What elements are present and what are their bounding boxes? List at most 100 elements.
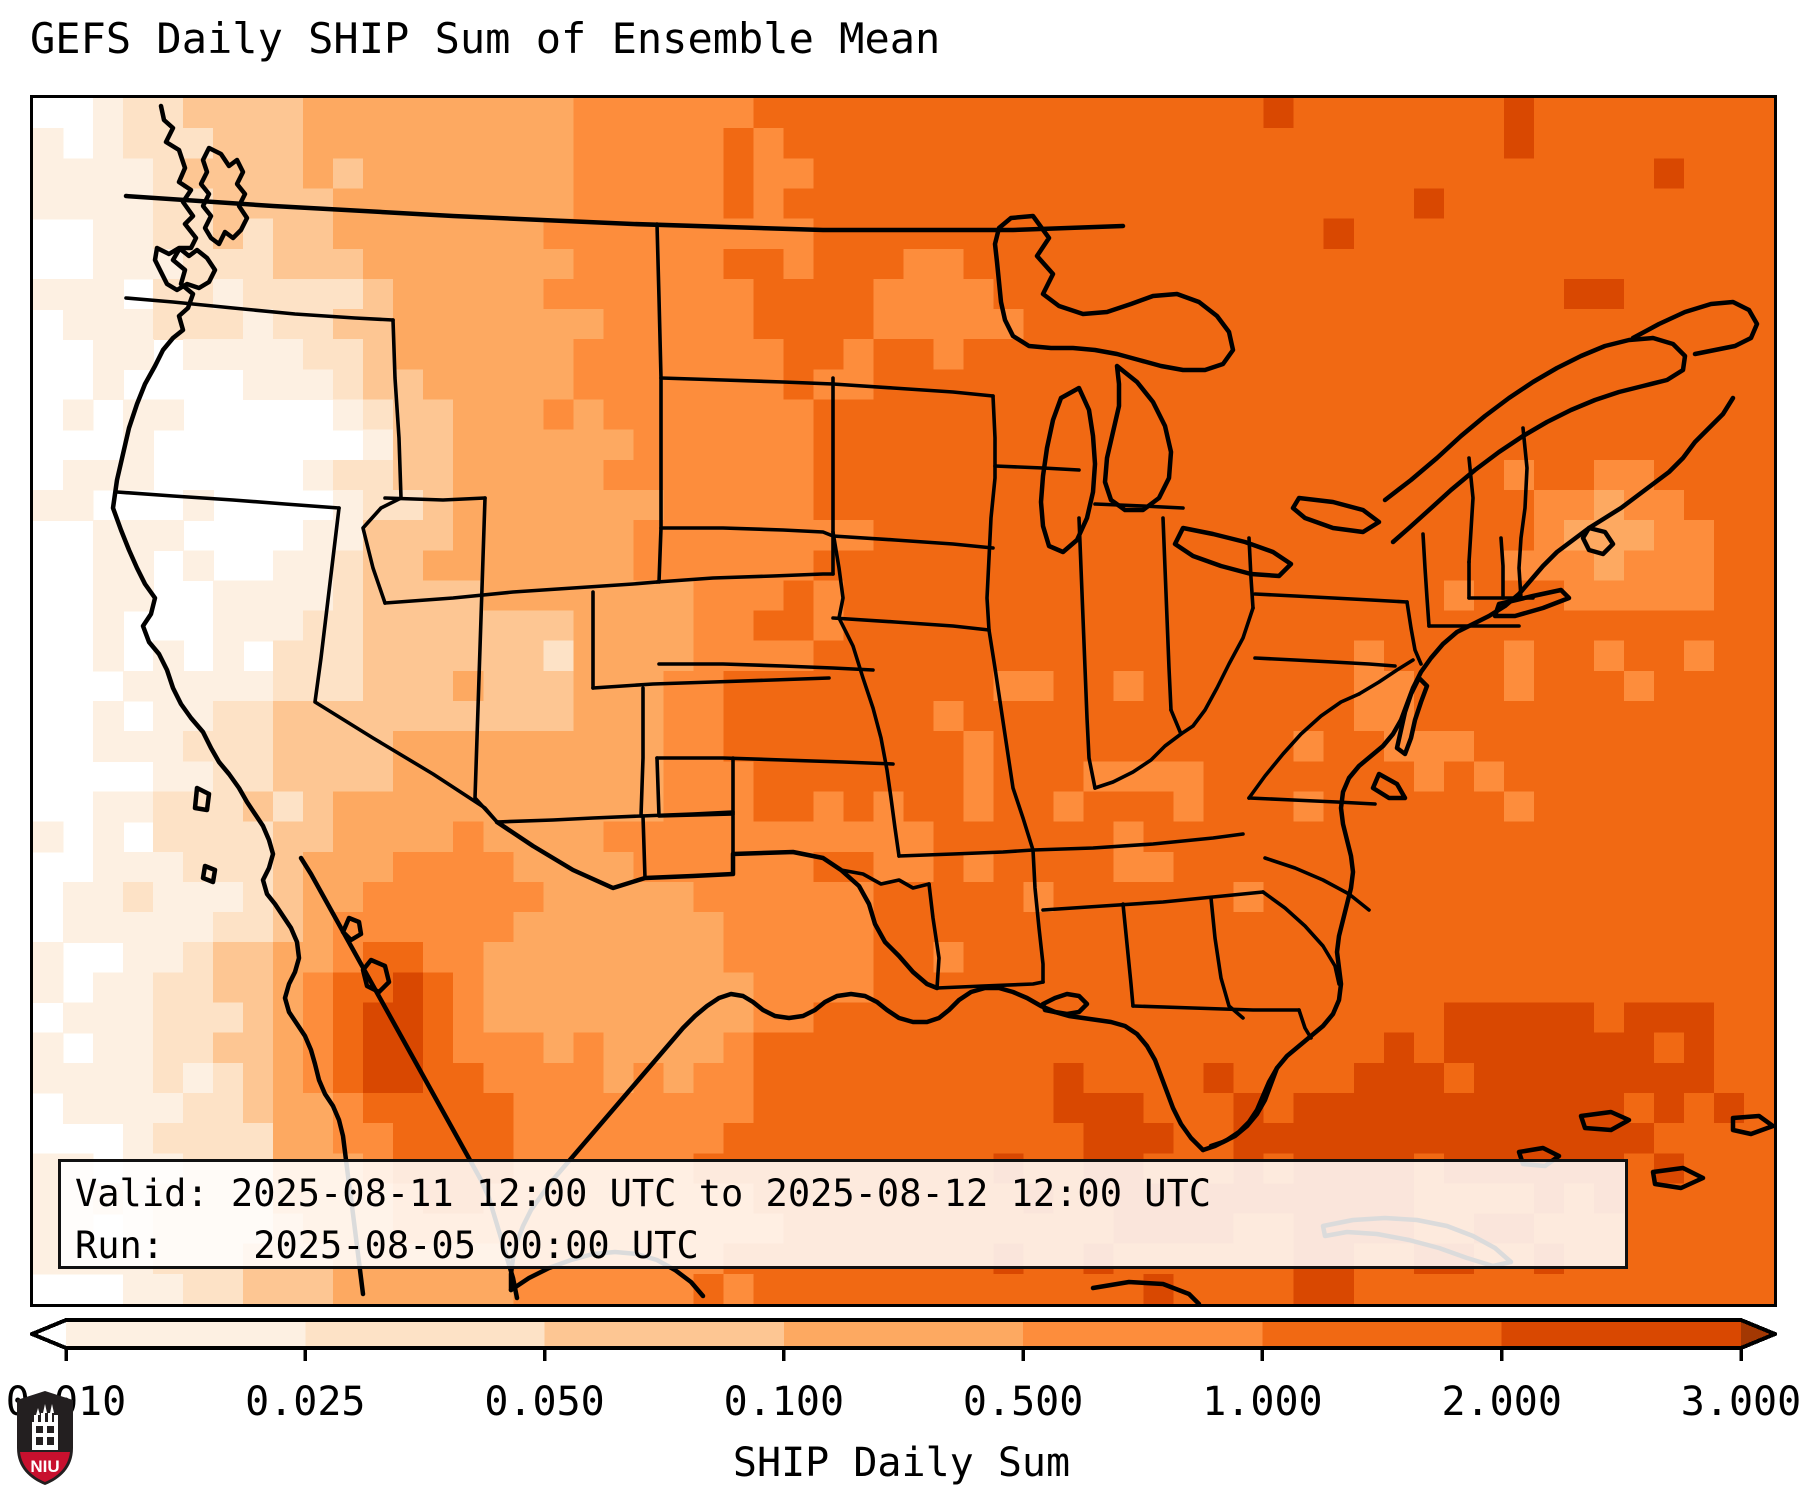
ship-grid-cell	[963, 399, 995, 431]
ship-grid-cell	[753, 98, 785, 129]
ship-grid-cell	[243, 98, 274, 129]
ship-grid-cell	[333, 369, 364, 401]
ship-grid-cell	[1713, 580, 1745, 612]
ship-grid-cell	[1083, 1092, 1115, 1124]
ship-grid-cell	[1623, 912, 1655, 943]
ship-grid-cell	[1173, 248, 1205, 280]
ship-grid-cell	[1683, 1032, 1715, 1064]
ship-grid-cell	[93, 369, 124, 401]
ship-grid-cell	[993, 1032, 1025, 1064]
ship-grid-cell	[483, 972, 514, 1004]
coastline-olympic	[152, 245, 218, 293]
ship-grid-cell	[1023, 128, 1055, 159]
ship-grid-cell	[693, 1092, 725, 1124]
ship-grid-cell	[873, 520, 905, 551]
ship-grid-cell	[153, 881, 184, 913]
ship-grid-cell	[1203, 610, 1235, 642]
ship-grid-cell	[93, 248, 124, 280]
ship-grid-cell	[483, 218, 514, 250]
ship-grid-cell	[633, 98, 665, 129]
ship-grid-cell	[1383, 1032, 1415, 1064]
ship-grid-cell	[783, 1092, 815, 1124]
ship-grid-cell	[393, 670, 424, 702]
ship-grid-cell	[723, 369, 755, 401]
ship-grid-cell	[483, 791, 514, 823]
ship-grid-cell	[1113, 610, 1145, 642]
ship-grid-cell	[1683, 1243, 1715, 1275]
ship-grid-cell	[1473, 158, 1505, 190]
ship-grid-cell	[1233, 881, 1265, 913]
ship-grid-cell	[303, 459, 334, 491]
ship-grid-cell	[483, 520, 514, 551]
ship-grid-cell	[1173, 98, 1205, 129]
ship-grid-cell	[303, 761, 334, 793]
ship-grid-cell	[723, 248, 755, 280]
ship-grid-cell	[513, 278, 544, 310]
ship-grid-cell	[393, 459, 424, 491]
ship-grid-cell	[1173, 791, 1205, 823]
ship-grid-cell	[363, 1273, 394, 1304]
ship-grid-cell	[1383, 369, 1415, 401]
ship-grid-cell	[513, 1032, 544, 1064]
ship-grid-cell	[1413, 98, 1445, 129]
coastline-cape-cod	[1580, 525, 1616, 557]
ship-grid-cell	[1743, 429, 1774, 461]
ship-grid-cell	[393, 881, 424, 913]
coastline-outer-banks	[1370, 771, 1408, 801]
ship-grid-cell	[363, 821, 394, 853]
ship-grid-cell	[993, 158, 1025, 190]
ship-grid-cell	[1713, 761, 1745, 793]
ship-grid-cell	[1323, 158, 1355, 190]
ship-grid-cell	[1353, 972, 1385, 1004]
ship-grid-cell	[573, 1002, 605, 1034]
ship-grid-cell	[1263, 640, 1295, 672]
ship-grid-cell	[303, 369, 334, 401]
ship-grid-cell	[1623, 1243, 1655, 1275]
ship-grid-cell	[543, 188, 575, 220]
ship-grid-cell	[423, 791, 454, 823]
ship-grid-cell	[753, 580, 785, 612]
ship-grid-cell	[213, 278, 244, 310]
ship-grid-cell	[1323, 98, 1355, 129]
ship-grid-cell	[1323, 339, 1355, 371]
ship-grid-cell	[273, 188, 304, 220]
ship-grid-cell	[663, 881, 695, 913]
ship-grid-cell	[1353, 1123, 1385, 1154]
colorbar	[30, 1318, 1777, 1362]
ship-grid-cell	[1563, 701, 1595, 732]
ship-grid-cell	[1623, 1213, 1655, 1245]
ship-grid-cell	[1263, 761, 1295, 793]
ship-grid-cell	[603, 731, 635, 762]
ship-grid-cell	[1473, 339, 1505, 371]
ship-grid-cell	[1713, 1002, 1745, 1034]
ship-grid-cell	[1473, 1002, 1505, 1034]
ship-grid-cell	[1713, 309, 1745, 340]
ship-grid-cell	[1263, 520, 1295, 551]
ship-grid-cell	[1443, 188, 1475, 220]
ship-grid-cell	[1713, 489, 1745, 521]
ship-grid-cell	[753, 248, 785, 280]
ship-grid-cell	[123, 1092, 154, 1124]
ship-grid-cell	[1233, 218, 1265, 250]
colorbar-band	[66, 1320, 306, 1348]
ship-grid-cell	[243, 278, 274, 310]
ship-grid-cell	[1023, 791, 1055, 823]
ship-grid-cell	[183, 489, 214, 521]
ship-grid-cell	[963, 1062, 995, 1094]
ship-grid-cell	[1083, 158, 1115, 190]
ship-grid-cell	[633, 881, 665, 913]
ship-grid-cell	[753, 399, 785, 431]
ship-grid-cell	[1503, 98, 1535, 129]
ship-grid-cell	[903, 218, 935, 250]
ship-grid-cell	[123, 1032, 154, 1064]
ship-grid-cell	[693, 520, 725, 551]
ship-grid-cell	[543, 248, 575, 280]
ship-grid-cell	[513, 188, 544, 220]
ship-grid-cell	[1203, 489, 1235, 521]
ship-grid-cell	[543, 459, 575, 491]
ship-grid-cell	[603, 158, 635, 190]
ship-grid-cell	[1503, 791, 1535, 823]
ship-grid-cell	[1533, 128, 1565, 159]
ship-grid-cell	[1683, 309, 1715, 340]
ship-grid-cell	[1083, 912, 1115, 943]
